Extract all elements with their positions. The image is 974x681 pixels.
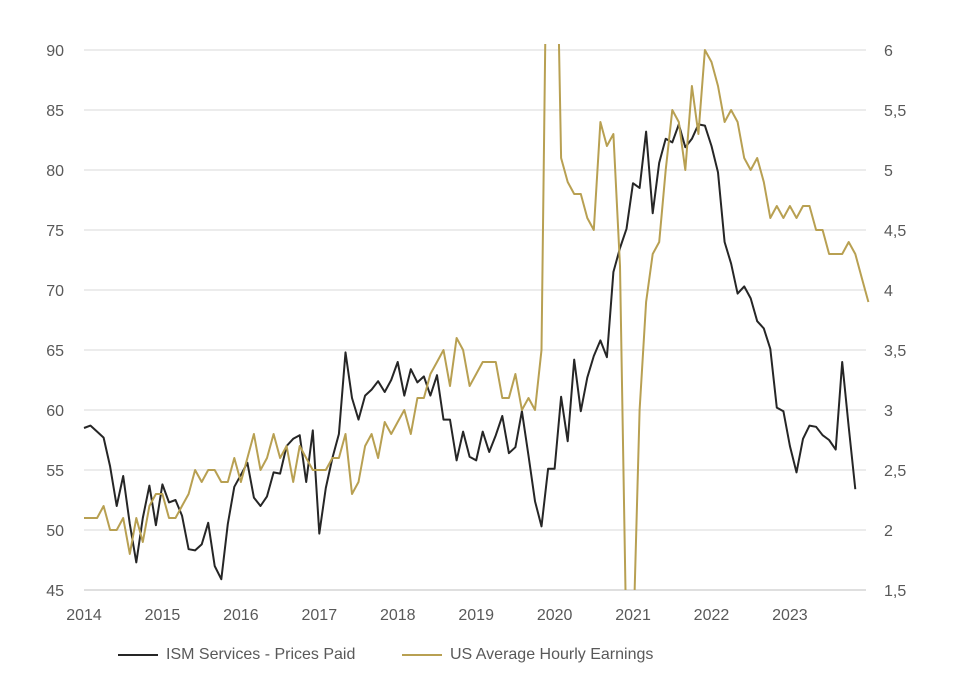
x-tick-label: 2021 — [615, 607, 651, 624]
series-lines — [83, 44, 870, 590]
right-tick-label: 2,5 — [884, 463, 906, 480]
right-axis: 1,5 2 2,5 3 3,5 4 4,5 5 5,5 6 — [884, 43, 906, 600]
left-axis: 45 50 55 60 65 70 75 80 85 90 — [46, 43, 64, 600]
right-tick-label: 6 — [884, 43, 893, 60]
right-tick-label: 4,5 — [884, 223, 906, 240]
legend-label-ism: ISM Services - Prices Paid — [166, 646, 356, 663]
x-tick-label: 2020 — [537, 607, 573, 624]
left-tick-label: 60 — [46, 403, 64, 420]
right-tick-label: 2 — [884, 523, 893, 540]
left-tick-label: 55 — [46, 463, 64, 480]
chart: 45 50 55 60 65 70 75 80 85 90 1,5 2 2,5 3 3,5 4 4,5 5 5,5… — [46, 43, 906, 624]
right-tick-label: 5 — [884, 163, 893, 180]
x-tick-label: 2017 — [302, 607, 338, 624]
left-tick-label: 75 — [46, 223, 64, 240]
left-tick-label: 70 — [46, 283, 64, 300]
left-tick-label: 90 — [46, 43, 64, 60]
legend-label-earnings: US Average Hourly Earnings — [450, 646, 654, 663]
x-axis: 2014 2015 2016 2017 2018 2019 2020 2021 2022 2023 — [66, 607, 808, 624]
x-tick-label: 2023 — [772, 607, 808, 624]
legend-item-earnings: US Average Hourly Earnings — [402, 646, 653, 664]
legend-swatch-ism — [118, 654, 158, 656]
legend-item-ism: ISM Services - Prices Paid — [118, 646, 355, 664]
left-tick-label: 45 — [46, 583, 64, 600]
x-tick-label: 2016 — [223, 607, 259, 624]
legend-swatch-earnings — [402, 654, 442, 656]
x-tick-label: 2018 — [380, 607, 416, 624]
series-line-ism-services-prices-paid — [83, 123, 857, 581]
right-tick-label: 4 — [884, 283, 893, 300]
x-tick-label: 2015 — [145, 607, 181, 624]
left-tick-label: 80 — [46, 163, 64, 180]
series-line-us-average-hourly-earnings — [84, 44, 870, 590]
x-tick-label: 2014 — [66, 607, 102, 624]
gridlines — [84, 49, 866, 591]
x-tick-label: 2022 — [694, 607, 730, 624]
left-tick-label: 65 — [46, 343, 64, 360]
legend: ISM Services - Prices Paid US Average Ho… — [0, 646, 974, 670]
right-tick-label: 3,5 — [884, 343, 906, 360]
left-tick-label: 85 — [46, 103, 64, 120]
right-tick-label: 3 — [884, 403, 893, 420]
x-tick-label: 2019 — [458, 607, 494, 624]
right-tick-label: 1,5 — [884, 583, 906, 600]
right-tick-label: 5,5 — [884, 103, 906, 120]
left-tick-label: 50 — [46, 523, 64, 540]
